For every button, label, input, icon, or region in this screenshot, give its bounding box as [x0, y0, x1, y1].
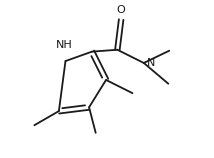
Text: NH: NH — [56, 40, 73, 50]
Text: N: N — [147, 58, 156, 68]
Text: O: O — [117, 5, 126, 15]
